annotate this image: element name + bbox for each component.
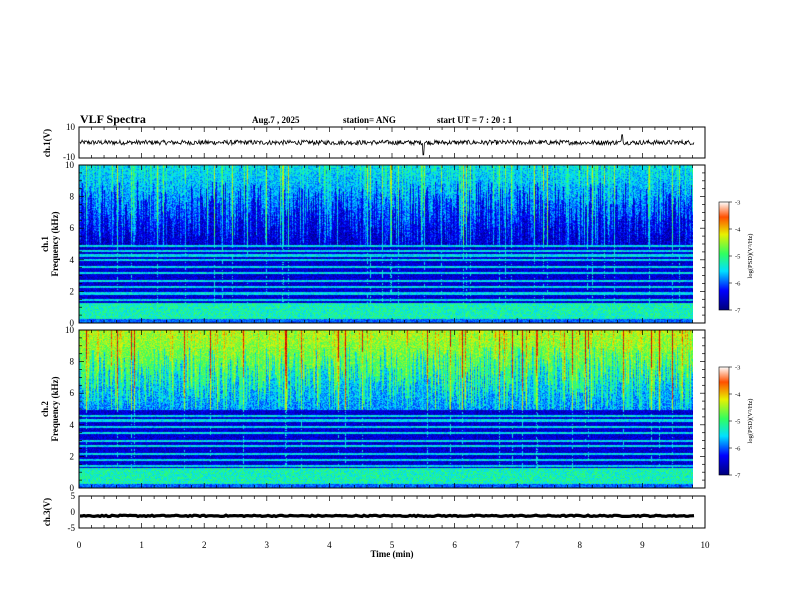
frequency-tick-label: 6 bbox=[70, 388, 75, 398]
ch3-y-label: ch.3(V) bbox=[42, 498, 52, 526]
ch1-spectrogram-image bbox=[79, 165, 693, 323]
ch3-ytick-middle: 0 bbox=[71, 507, 76, 517]
ch2-spectrogram-x-ticks bbox=[78, 330, 706, 488]
ch2-colorbar-label: log(PSD)(V²/Hz) bbox=[747, 399, 754, 444]
ch1-colorbar-gradient bbox=[718, 201, 730, 311]
ch3-waveform-panel: 5 0 -5 ch.3(V) bbox=[42, 491, 706, 533]
start-time-label: start UT = 7 : 20 : 1 bbox=[437, 115, 513, 125]
frequency-tick-label: 4 bbox=[70, 255, 75, 265]
ch1-frequency-ticks: 0 2 4 6 8 10 bbox=[65, 160, 705, 328]
ch3-waveform-trace bbox=[80, 513, 695, 519]
colorbar-tick-label: -4 bbox=[735, 227, 741, 234]
date-label: Aug.7 , 2025 bbox=[252, 115, 300, 125]
time-tick-label: 2 bbox=[202, 540, 207, 550]
ch2-spectrogram-panel: 0 2 4 6 8 10 ch.2 Frequency (kHz) bbox=[40, 325, 706, 493]
frequency-tick-label: 4 bbox=[70, 420, 75, 430]
time-tick-label: 1 bbox=[139, 540, 144, 550]
ch1-x-ticks bbox=[78, 127, 706, 158]
ch1-colorbar-label: log(PSD)(V²/Hz) bbox=[747, 234, 754, 279]
ch1-spectrogram-panel: 0 2 4 6 8 10 ch.1 Frequency (kHz) bbox=[40, 160, 706, 328]
ch3-ytick-bottom: -5 bbox=[68, 523, 76, 533]
frequency-tick-label: 6 bbox=[70, 223, 75, 233]
ch2-colorbar-ticks: -3 -4 -5 -6 -7 bbox=[729, 365, 741, 480]
colorbar-tick-label: -6 bbox=[735, 281, 741, 288]
ch2-colorbar: -3 -4 -5 -6 -7 log(PSD)(V²/Hz) bbox=[718, 365, 754, 480]
frequency-tick-label: 2 bbox=[70, 451, 75, 461]
colorbar-tick-label: -3 bbox=[735, 365, 740, 372]
ch1-colorbar: -3 -4 -5 -6 -7 log(PSD)(V²/Hz) bbox=[718, 200, 754, 315]
frequency-tick-label: 10 bbox=[65, 325, 75, 335]
frequency-tick-label: 10 bbox=[65, 160, 75, 170]
ch2-spec-label-frequency: Frequency (kHz) bbox=[50, 376, 60, 441]
frequency-tick-label: 8 bbox=[70, 357, 75, 367]
ch1-waveform-trace bbox=[79, 134, 695, 156]
time-tick-label: 8 bbox=[578, 540, 583, 550]
colorbar-tick-label: -5 bbox=[735, 419, 740, 426]
colorbar-tick-label: -4 bbox=[735, 392, 741, 399]
frequency-tick-label: 0 bbox=[70, 318, 75, 328]
ch2-spectrogram-image bbox=[79, 330, 693, 488]
time-tick-label: 4 bbox=[327, 540, 332, 550]
ch2-frequency-ticks: 0 2 4 6 8 10 bbox=[65, 325, 705, 493]
colorbar-tick-label: -3 bbox=[735, 200, 740, 207]
frequency-tick-label: 8 bbox=[70, 192, 75, 202]
ch1-spec-label-channel: ch.1 bbox=[40, 236, 50, 252]
time-axis-label: Time (min) bbox=[370, 549, 413, 559]
time-tick-label: 9 bbox=[640, 540, 645, 550]
time-tick-label: 7 bbox=[515, 540, 520, 550]
ch2-spec-label-channel: ch.2 bbox=[40, 401, 50, 417]
colorbar-tick-label: -7 bbox=[735, 473, 741, 480]
time-axis-tick-labels: 0 1 2 3 4 5 6 7 8 9 10 bbox=[77, 540, 710, 550]
ch1-spectrogram-x-ticks bbox=[78, 165, 706, 323]
figure-title: VLF Spectra bbox=[80, 112, 146, 126]
ch1-y-label: ch.1(V) bbox=[42, 129, 52, 157]
time-tick-label: 3 bbox=[265, 540, 270, 550]
ch1-spec-label-frequency: Frequency (kHz) bbox=[50, 211, 60, 276]
ch3-ytick-top: 5 bbox=[71, 491, 76, 501]
time-tick-label: 6 bbox=[452, 540, 457, 550]
frequency-tick-label: 0 bbox=[70, 483, 75, 493]
ch1-ytick-top: 10 bbox=[66, 122, 76, 132]
ch3-x-ticks bbox=[78, 496, 706, 528]
colorbar-tick-label: -5 bbox=[735, 254, 740, 261]
colorbar-tick-label: -7 bbox=[735, 308, 741, 315]
station-label: station= ANG bbox=[343, 115, 396, 125]
colorbar-tick-label: -6 bbox=[735, 446, 741, 453]
ch1-colorbar-ticks: -3 -4 -5 -6 -7 bbox=[729, 200, 741, 315]
ch2-colorbar-gradient bbox=[718, 366, 730, 476]
time-tick-label: 0 bbox=[77, 540, 82, 550]
time-tick-label: 10 bbox=[701, 540, 711, 550]
ch1-waveform-panel: 10 -10 ch.1(V) bbox=[42, 122, 706, 162]
ch1-ytick-bottom: -10 bbox=[63, 152, 75, 162]
time-tick-label: 5 bbox=[390, 540, 395, 550]
frequency-tick-label: 2 bbox=[70, 286, 75, 296]
